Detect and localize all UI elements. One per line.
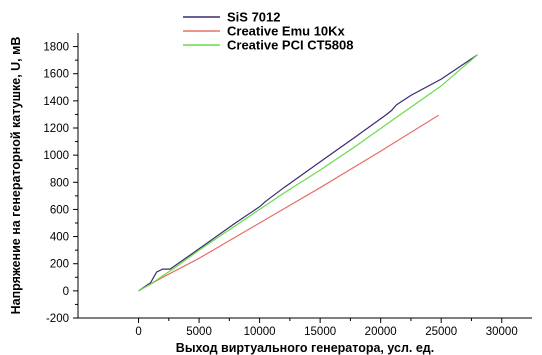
series-layer [138, 54, 478, 292]
legend-label: SiS 7012 [227, 10, 281, 25]
y-tick-label: 0 [63, 286, 69, 298]
y-tick-label: 1800 [43, 42, 69, 54]
x-tick-label: 15000 [304, 326, 336, 338]
y-axis-title: Напряжение на генераторной катушке, U, м… [9, 37, 23, 315]
x-tick-label: 5000 [186, 326, 212, 338]
series-line-1 [138, 54, 478, 292]
y-tick-label: 600 [50, 204, 69, 216]
y-tick-label: 1000 [43, 150, 69, 162]
legend-label: Creative Emu 10Kx [227, 24, 346, 39]
y-tick-label: 400 [50, 232, 69, 244]
x-tick-label: 20000 [365, 326, 397, 338]
x-tick-label: 10000 [244, 326, 276, 338]
x-ticks: 0 5000 10000 15000 20000 25000 30000 [135, 318, 518, 338]
x-tick-label: 25000 [425, 326, 457, 338]
y-tick-label: 800 [50, 177, 69, 189]
y-tick-label: -200 [46, 313, 69, 325]
series-line-2 [138, 114, 440, 292]
x-tick-label: 30000 [486, 326, 518, 338]
legend-label: Creative PCI CT5808 [227, 38, 353, 53]
y-ticks: -200 0 200 400 600 800 1000 1200 1400 1600 1800 [43, 42, 78, 325]
x-tick-label: 0 [135, 326, 141, 338]
y-tick-label: 1600 [43, 69, 69, 81]
y-tick-label: 1400 [43, 96, 69, 108]
y-tick-label: 200 [50, 259, 69, 271]
y-tick-label: 1200 [43, 123, 69, 135]
axes [77, 33, 532, 319]
x-axis-title: Выход виртуального генератора, усл. ед. [176, 341, 434, 355]
series-line-3 [138, 54, 478, 292]
